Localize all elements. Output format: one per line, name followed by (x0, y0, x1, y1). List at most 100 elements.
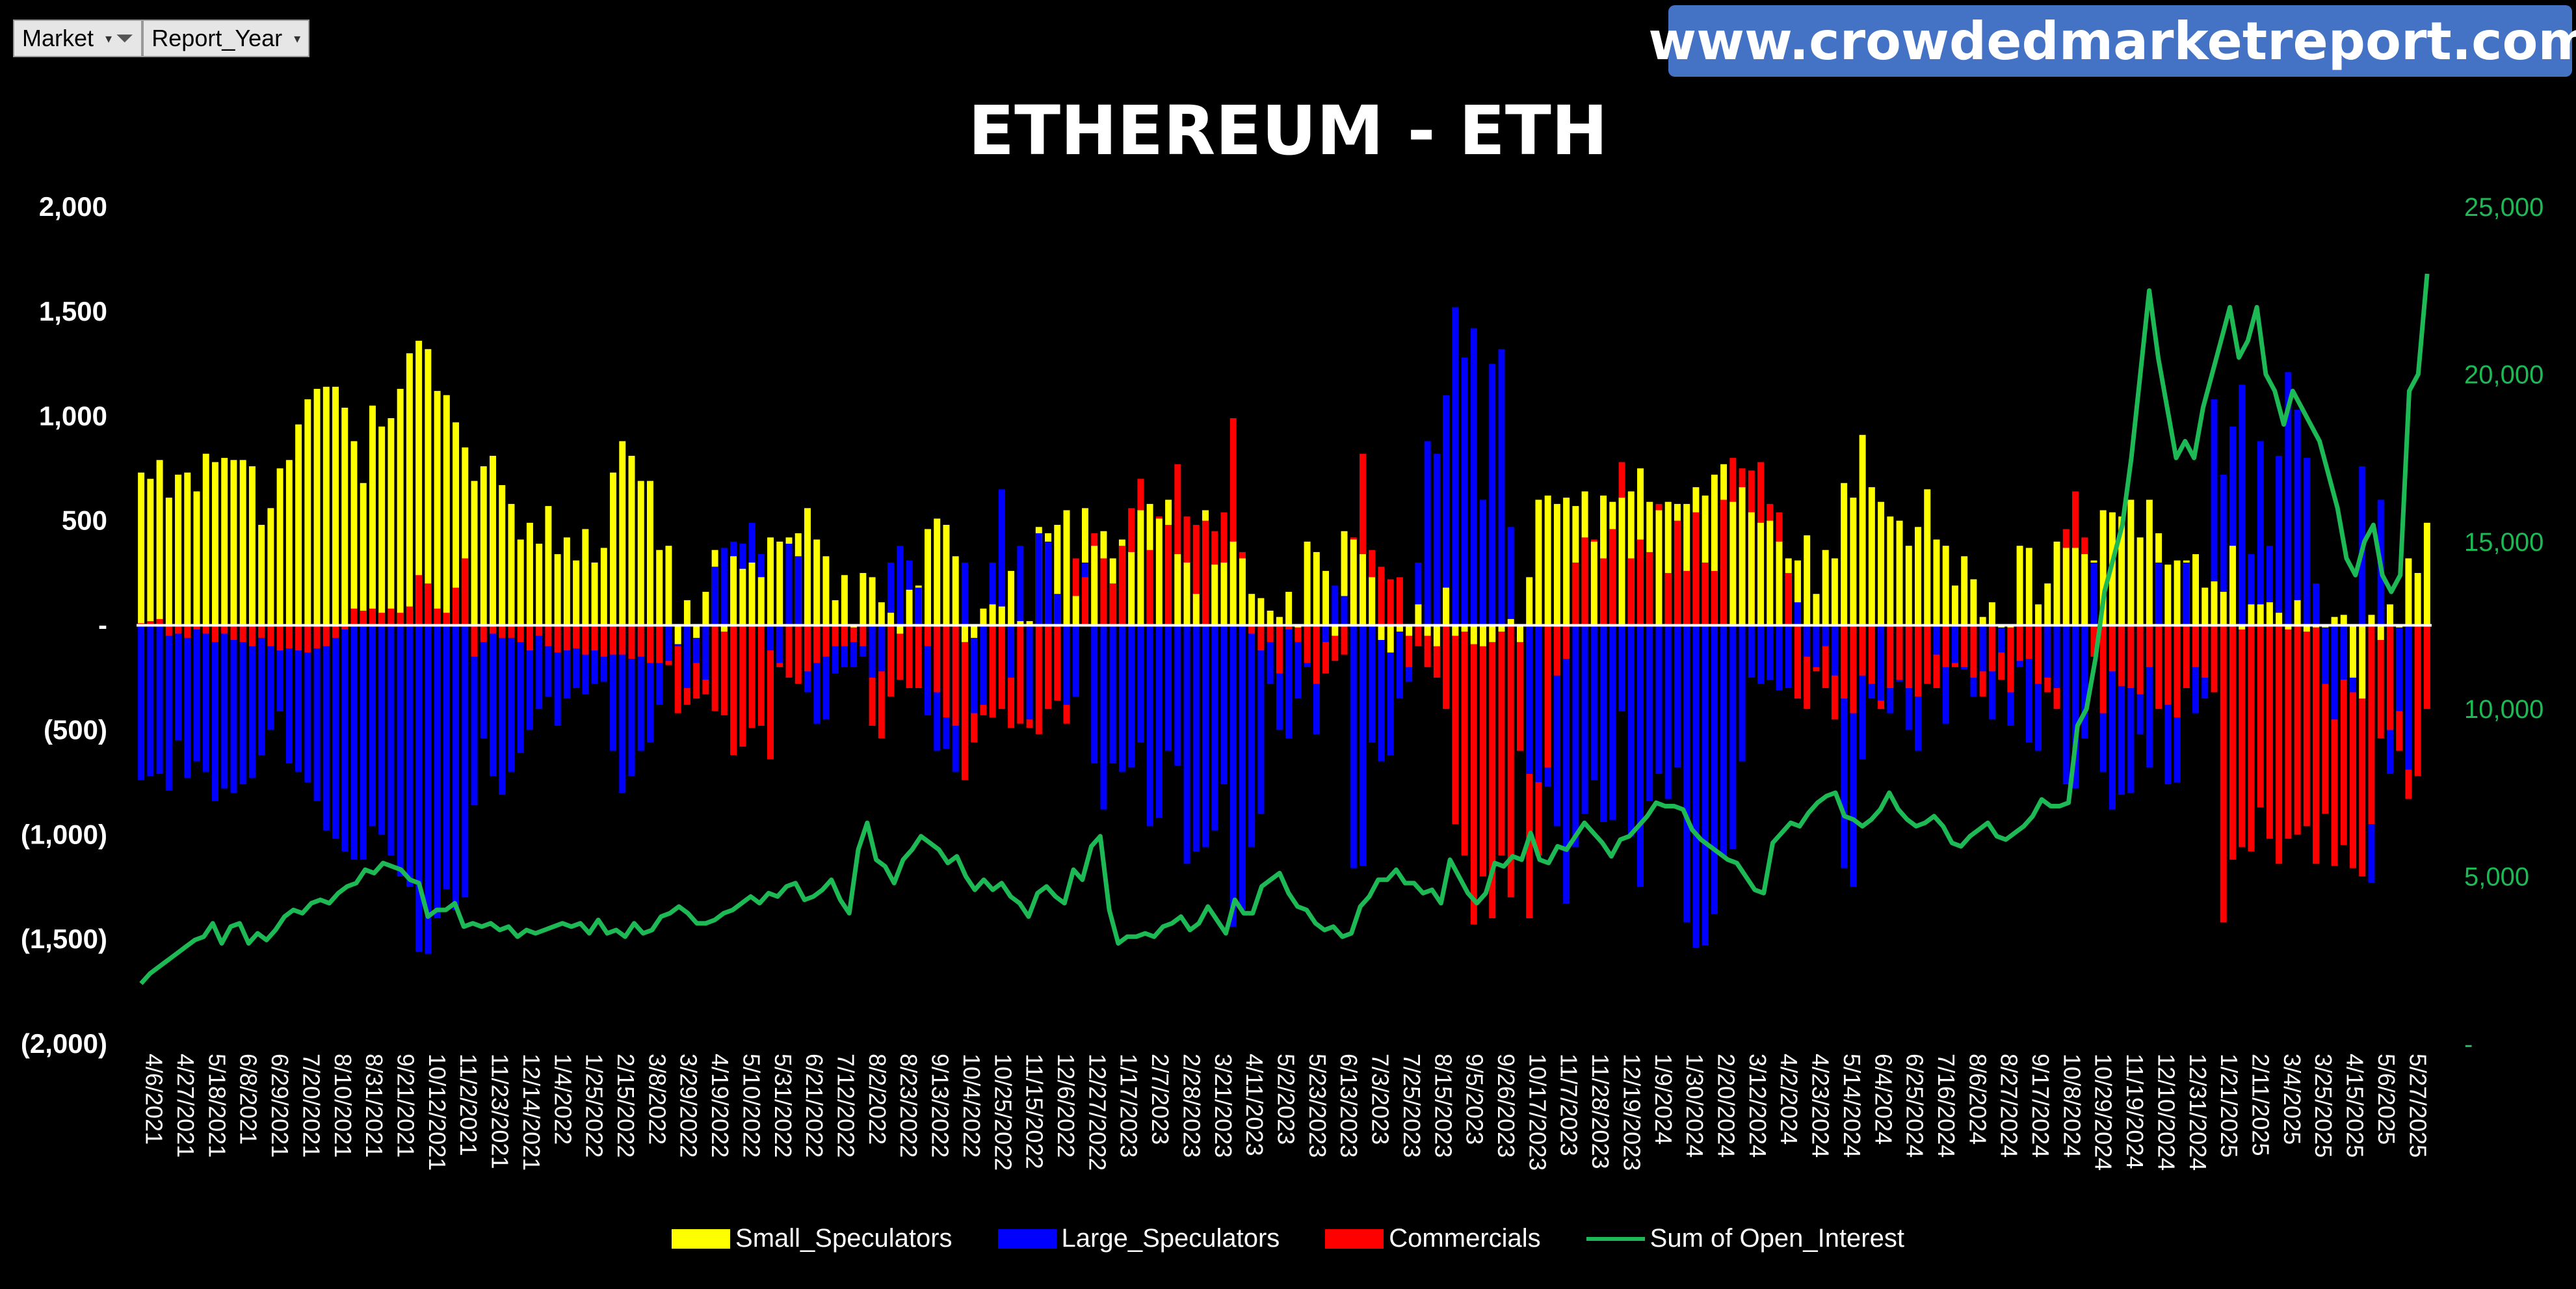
bar-large-speculators (147, 625, 154, 777)
x-tick-label: 6/4/2024 (1870, 1054, 1897, 1145)
bar-commercials (610, 625, 617, 655)
bar-commercials (2266, 625, 2273, 839)
bar-commercials (757, 625, 765, 726)
bar-commercials (267, 625, 274, 646)
bar-small-speculators (2414, 573, 2421, 626)
bar-commercials (1109, 583, 1116, 626)
bar-large-speculators (869, 625, 876, 678)
x-tick-label: 9/21/2021 (393, 1054, 419, 1158)
bar-small-speculators (693, 625, 700, 638)
bar-commercials (1785, 573, 1792, 626)
bar-commercials (536, 625, 543, 636)
bar-large-speculators (1841, 625, 1848, 868)
bar-commercials (2016, 625, 2023, 661)
bar-large-speculators (406, 625, 413, 887)
bar-large-speculators (1507, 527, 1514, 626)
bar-commercials (998, 625, 1005, 710)
bar-large-speculators (295, 625, 302, 772)
bar-small-speculators (258, 525, 265, 626)
bar-small-speculators (1128, 551, 1135, 626)
bar-large-speculators (1581, 625, 1588, 814)
bar-small-speculators (397, 388, 404, 626)
bar-commercials (887, 625, 895, 697)
bar-small-speculators (804, 508, 811, 626)
report-year-filter-button[interactable]: Report_Year ▾ (142, 20, 310, 57)
bar-small-speculators (952, 556, 959, 626)
legend-label-open-interest: Sum of Open_Interest (1649, 1224, 1904, 1253)
x-tick-label: 1/30/2024 (1681, 1054, 1708, 1158)
bar-large-speculators (1933, 625, 1940, 655)
x-tick-label: 8/2/2022 (864, 1054, 891, 1145)
bar-large-speculators (490, 625, 496, 777)
bar-small-speculators (490, 455, 496, 626)
bar-commercials (582, 625, 589, 655)
bar-commercials (2423, 625, 2430, 710)
bar-small-speculators (860, 573, 867, 626)
bar-small-speculators (378, 426, 386, 626)
bar-commercials (1804, 625, 1811, 710)
bar-small-speculators (730, 556, 737, 626)
bar-large-speculators (517, 625, 524, 753)
bar-small-speculators (1267, 610, 1274, 626)
bar-commercials (2136, 625, 2144, 695)
bar-commercials (2313, 625, 2320, 864)
bar-commercials (2377, 625, 2384, 739)
y-right-tick-label: - (2464, 1030, 2473, 1059)
y-left-tick-label: (500) (44, 714, 107, 745)
bar-commercials (397, 613, 404, 626)
bar-large-speculators (1322, 625, 1330, 643)
bar-large-speculators (989, 562, 996, 626)
bar-large-speculators (1257, 625, 1265, 814)
bar-commercials (1924, 625, 1931, 684)
funnel-icon[interactable]: ⏷ (116, 25, 134, 51)
bar-large-speculators (1229, 625, 1237, 927)
bar-commercials (795, 625, 802, 684)
bar-small-speculators (2118, 516, 2125, 626)
bar-commercials (388, 608, 395, 626)
bar-large-speculators (1609, 625, 1616, 820)
x-tick-label: 12/19/2023 (1618, 1054, 1645, 1171)
x-tick-label: 3/12/2024 (1744, 1054, 1771, 1158)
bar-small-speculators (322, 386, 330, 626)
bar-large-speculators (1572, 625, 1579, 847)
bar-commercials (2257, 625, 2264, 808)
bar-commercials (1304, 625, 1311, 663)
bar-large-speculators (2062, 625, 2070, 785)
bar-large-speculators (1276, 625, 1283, 730)
y-left-tick-label: - (98, 610, 107, 641)
bar-large-speculators (813, 625, 821, 724)
legend-item-large: Large_Speculators (997, 1224, 1280, 1253)
bar-large-speculators (702, 625, 709, 680)
legend-swatch-large (997, 1229, 1057, 1249)
bar-large-speculators (1664, 625, 1672, 799)
bar-large-speculators (1341, 596, 1348, 626)
x-tick-label: 7/3/2023 (1367, 1054, 1394, 1145)
bar-commercials (1285, 625, 1293, 630)
bar-commercials (813, 625, 821, 663)
x-tick-label: 1/21/2025 (2216, 1054, 2242, 1158)
bar-small-speculators (1507, 618, 1514, 626)
bar-large-speculators (239, 625, 246, 785)
bar-large-speculators (1590, 625, 1597, 780)
market-filter-button[interactable]: Market ▾ ⏷ (13, 20, 143, 57)
bar-commercials (248, 625, 256, 646)
bar-large-speculators (2303, 458, 2310, 626)
bar-commercials (545, 625, 552, 646)
bar-commercials (1118, 546, 1125, 626)
bar-large-speculators (1415, 562, 1422, 626)
bar-small-speculators (1933, 539, 1940, 626)
bar-small-speculators (1498, 625, 1505, 632)
bar-small-speculators (1341, 531, 1348, 626)
bar-small-speculators (1017, 621, 1024, 626)
x-tick-label: 7/25/2023 (1399, 1054, 1425, 1158)
bar-large-speculators (1109, 625, 1116, 764)
bar-small-speculators (1433, 625, 1440, 646)
bar-small-speculators (499, 485, 506, 626)
bar-large-speculators (2118, 625, 2125, 795)
bar-commercials (147, 621, 154, 626)
bar-commercials (239, 625, 246, 643)
legend-item-commercials: Commercials (1325, 1224, 1541, 1253)
bar-large-speculators (1720, 625, 1728, 856)
bar-small-speculators (138, 472, 145, 626)
bar-small-speculators (2423, 522, 2430, 626)
